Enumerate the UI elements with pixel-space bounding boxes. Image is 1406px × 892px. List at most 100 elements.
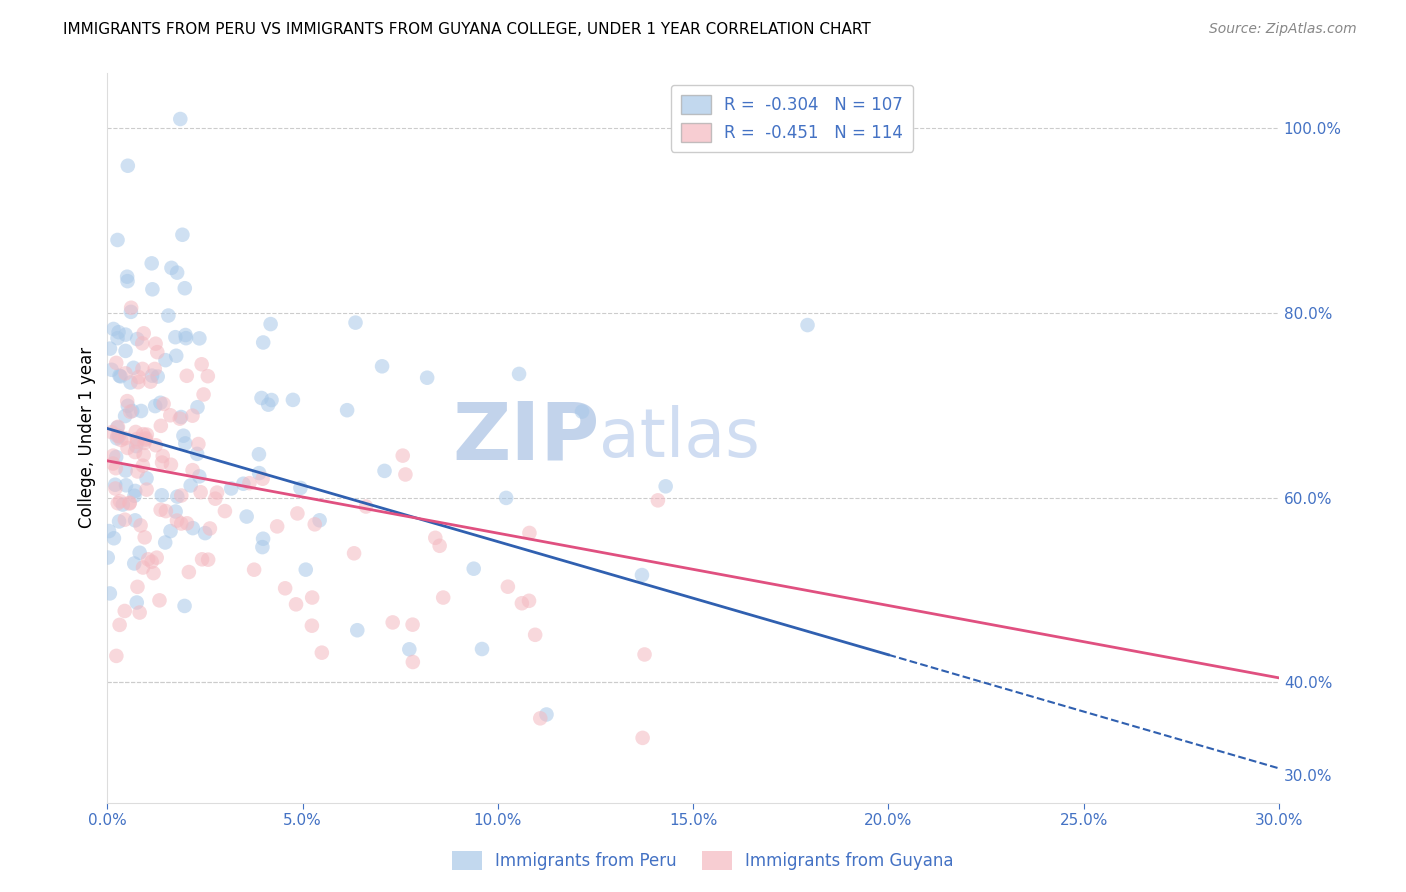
- Point: [101, 457, 124, 471]
- Point: [118, 497, 141, 511]
- Point: [336, 403, 359, 417]
- Point: [343, 546, 366, 560]
- Point: [311, 646, 333, 660]
- Point: [108, 515, 131, 529]
- Point: [117, 274, 139, 288]
- Point: [105, 648, 128, 663]
- Point: [232, 476, 254, 491]
- Point: [294, 563, 316, 577]
- Point: [128, 370, 150, 384]
- Point: [571, 404, 593, 418]
- Point: [519, 525, 541, 540]
- Point: [141, 555, 163, 569]
- Point: [346, 624, 368, 638]
- Point: [287, 507, 309, 521]
- Point: [124, 513, 146, 527]
- Point: [495, 491, 517, 505]
- Point: [247, 466, 270, 480]
- Point: [108, 494, 131, 508]
- Text: ZIP: ZIP: [453, 399, 599, 476]
- Point: [122, 557, 145, 571]
- Point: [117, 441, 139, 455]
- Point: [135, 427, 157, 442]
- Point: [142, 566, 165, 581]
- Point: [190, 485, 212, 500]
- Point: [105, 420, 128, 434]
- Point: [257, 398, 280, 412]
- Point: [127, 434, 149, 449]
- Point: [169, 112, 191, 126]
- Point: [129, 404, 152, 418]
- Point: [120, 305, 142, 319]
- Point: [173, 281, 195, 295]
- Point: [285, 598, 308, 612]
- Point: [103, 322, 125, 336]
- Point: [105, 431, 128, 445]
- Point: [132, 427, 155, 442]
- Point: [104, 477, 127, 491]
- Point: [172, 428, 194, 442]
- Point: [166, 266, 188, 280]
- Point: [117, 159, 139, 173]
- Point: [132, 458, 155, 473]
- Point: [114, 604, 136, 618]
- Point: [186, 401, 208, 415]
- Point: [524, 628, 547, 642]
- Point: [107, 496, 129, 510]
- Point: [160, 458, 183, 472]
- Point: [118, 496, 141, 510]
- Point: [633, 648, 655, 662]
- Point: [176, 368, 198, 383]
- Point: [188, 469, 211, 483]
- Point: [169, 411, 191, 425]
- Point: [160, 260, 183, 275]
- Point: [107, 331, 129, 345]
- Point: [127, 332, 149, 346]
- Point: [108, 429, 131, 443]
- Point: [166, 490, 188, 504]
- Point: [398, 642, 420, 657]
- Point: [114, 367, 136, 381]
- Point: [107, 233, 129, 247]
- Point: [181, 521, 204, 535]
- Point: [105, 356, 128, 370]
- Point: [529, 711, 551, 725]
- Y-axis label: College, Under 1 year: College, Under 1 year: [79, 347, 96, 528]
- Point: [104, 482, 127, 496]
- Point: [108, 368, 131, 383]
- Point: [143, 399, 166, 413]
- Point: [114, 431, 136, 445]
- Point: [536, 707, 558, 722]
- Point: [134, 433, 156, 447]
- Point: [471, 642, 494, 657]
- Point: [252, 335, 274, 350]
- Point: [193, 387, 215, 401]
- Point: [104, 461, 127, 475]
- Point: [219, 482, 242, 496]
- Point: [508, 367, 530, 381]
- Point: [150, 456, 173, 470]
- Point: [155, 504, 177, 518]
- Text: atlas: atlas: [599, 405, 761, 471]
- Point: [252, 540, 274, 554]
- Point: [136, 552, 159, 566]
- Point: [401, 617, 423, 632]
- Point: [173, 599, 195, 613]
- Text: IMMIGRANTS FROM PERU VS IMMIGRANTS FROM GUYANA COLLEGE, UNDER 1 YEAR CORRELATION: IMMIGRANTS FROM PERU VS IMMIGRANTS FROM …: [63, 22, 872, 37]
- Point: [381, 615, 404, 630]
- Point: [124, 445, 146, 459]
- Point: [145, 550, 167, 565]
- Point: [132, 448, 155, 462]
- Point: [98, 586, 121, 600]
- Point: [170, 516, 193, 531]
- Point: [197, 369, 219, 384]
- Point: [149, 418, 172, 433]
- Point: [129, 518, 152, 533]
- Point: [274, 582, 297, 596]
- Point: [114, 513, 136, 527]
- Point: [301, 618, 323, 632]
- Point: [260, 392, 283, 407]
- Point: [152, 397, 174, 411]
- Point: [165, 504, 187, 518]
- Point: [186, 447, 208, 461]
